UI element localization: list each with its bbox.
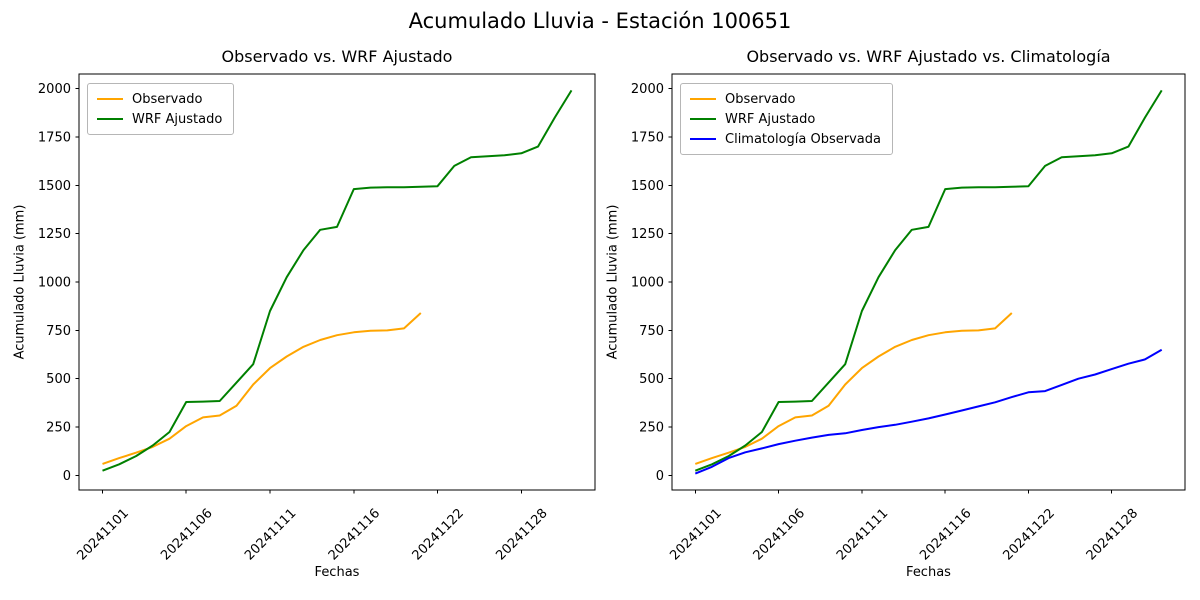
y-tick-label: 1750: [631, 130, 664, 145]
x-tick-label: 20241122: [1000, 506, 1057, 563]
x-tick-label: 20241128: [1084, 506, 1141, 563]
y-tick-label: 250: [639, 421, 664, 436]
series-line-climatologia-observada: [694, 348, 1163, 475]
y-tick-label: 1750: [38, 130, 71, 145]
legend-item-climatologia-observada: Climatología Observada: [690, 129, 881, 149]
legend-line-swatch: [690, 138, 716, 140]
y-tick-label: 1500: [38, 179, 71, 194]
y-tick-label: 1500: [631, 179, 664, 194]
legend-line-swatch: [690, 98, 716, 100]
axes-box: [78, 73, 596, 491]
y-tick-label: 750: [46, 324, 71, 339]
legend-label: Observado: [725, 91, 796, 107]
legend-line-swatch: [97, 98, 123, 100]
y-tick-label: 1000: [631, 276, 664, 291]
series-line-observado: [102, 312, 422, 465]
x-tick-label: 20241111: [242, 506, 299, 563]
legend-line-swatch: [690, 118, 716, 120]
x-tick-label: 20241116: [917, 506, 974, 563]
figure-title: Acumulado Lluvia - Estación 100651: [408, 9, 792, 33]
legend-item-wrf-ajustado: WRF Ajustado: [690, 109, 881, 129]
legend-label: Observado: [132, 91, 203, 107]
subplot-right-title: Observado vs. WRF Ajustado vs. Climatolo…: [746, 47, 1111, 66]
legend-label: WRF Ajustado: [132, 111, 223, 127]
x-tick-label: 20241106: [751, 506, 808, 563]
x-tick-label: 20241128: [493, 506, 550, 563]
x-axis-label-left: Fechas: [314, 565, 360, 580]
x-tick-label: 20241101: [667, 506, 724, 563]
legend-item-wrf-ajustado: WRF Ajustado: [97, 109, 222, 129]
legend-line-swatch: [97, 118, 123, 120]
y-tick-label: 0: [63, 469, 71, 484]
y-tick-label: 2000: [631, 82, 664, 97]
x-tick-label: 20241111: [834, 506, 891, 563]
x-tick-label: 20241101: [74, 506, 131, 563]
x-tick-label: 20241116: [326, 506, 383, 563]
y-tick-label: 1250: [631, 227, 664, 242]
y-axis-label-left: Acumulado Lluvia (mm): [12, 204, 28, 360]
y-tick-label: 500: [639, 372, 664, 387]
legend-label: WRF Ajustado: [725, 111, 816, 127]
y-tick-label: 1250: [38, 227, 71, 242]
y-tick-label: 750: [639, 324, 664, 339]
series-line-wrf-ajustado: [694, 89, 1163, 472]
y-tick-label: 2000: [38, 82, 71, 97]
y-axis-label-right: Acumulado Lluvia (mm): [605, 204, 621, 360]
x-tick-label: 20241106: [158, 506, 215, 563]
y-tick-label: 250: [46, 421, 71, 436]
y-tick-label: 1000: [38, 276, 71, 291]
x-tick-label: 20241122: [410, 506, 467, 563]
series-line-observado: [694, 312, 1013, 465]
legend-right: Observado WRF Ajustado Climatología Observ…: [680, 83, 893, 155]
legend-item-observado: Observado: [97, 89, 222, 109]
x-axis-label-right: Fechas: [906, 565, 951, 580]
y-tick-label: 0: [656, 469, 664, 484]
legend-item-observado: Observado: [690, 89, 881, 109]
subplot-left-title: Observado vs. WRF Ajustado: [221, 47, 453, 66]
y-tick-label: 500: [46, 372, 71, 387]
series-line-wrf-ajustado: [102, 89, 573, 472]
legend-left: Observado WRF Ajustado: [87, 83, 235, 135]
legend-label: Climatología Observada: [725, 131, 881, 147]
